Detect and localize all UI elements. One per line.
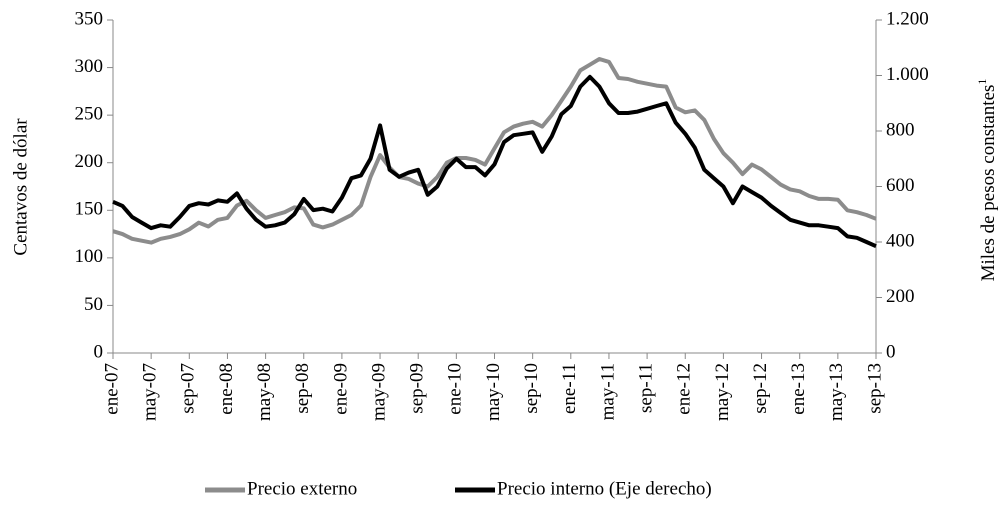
- y2-tick-label: 1.200: [886, 8, 929, 29]
- x-tick-label: sep-13: [864, 363, 885, 414]
- x-tick-label: ene-08: [216, 363, 237, 415]
- x-tick-label: may-11: [597, 363, 618, 420]
- x-tick-label: may-07: [140, 363, 161, 421]
- x-tick-label: may-08: [254, 363, 275, 421]
- y2-label-text: Miles de pesos constantes: [978, 85, 999, 282]
- x-tick-label: sep-07: [178, 363, 199, 414]
- x-tick-label: sep-08: [292, 363, 313, 414]
- y-axis-label: Centavos de dólar: [10, 118, 31, 256]
- x-tick-label: ene-12: [674, 363, 695, 415]
- x-tick-label: sep-09: [407, 363, 428, 414]
- y-tick-label: 250: [75, 104, 104, 125]
- y-tick-label: 300: [75, 56, 104, 77]
- x-tick-label: ene-07: [101, 363, 122, 415]
- x-tick-label: ene-09: [330, 363, 351, 415]
- y2-tick-label: 600: [886, 175, 915, 196]
- x-tick-label: ene-11: [559, 363, 580, 414]
- y2-tick-label: 1.000: [886, 64, 929, 85]
- x-tick-label: may-12: [712, 363, 733, 421]
- y-tick-label: 200: [75, 151, 104, 172]
- y2-tick-label: 200: [886, 286, 915, 307]
- x-tick-label: may-09: [368, 363, 389, 421]
- y2-axis-label: Miles de pesos constantes1: [975, 79, 1000, 282]
- y2-tick-label: 800: [886, 119, 915, 140]
- x-tick-label: may-13: [826, 363, 847, 421]
- legend-label: Precio interno (Eje derecho): [497, 478, 712, 499]
- x-tick-label: sep-10: [521, 363, 542, 414]
- series-line: [112, 57, 877, 245]
- x-tick-label: sep-12: [750, 363, 771, 414]
- y-tick-label: 150: [75, 199, 104, 220]
- y2-tick-label: 400: [886, 230, 915, 251]
- x-tick-label: may-10: [483, 363, 504, 421]
- y-tick-label: 100: [75, 246, 104, 267]
- x-tick-label: ene-10: [445, 363, 466, 415]
- x-tick-label: sep-11: [635, 363, 656, 413]
- series-line: [112, 74, 877, 249]
- legend-label: Precio externo: [247, 478, 357, 499]
- y-tick-label: 50: [84, 294, 103, 315]
- y-tick-label: 350: [75, 8, 104, 29]
- y-tick-label: 0: [94, 341, 104, 362]
- y2-label-note: 1: [975, 79, 989, 85]
- y2-tick-label: 0: [886, 341, 896, 362]
- x-tick-label: ene-13: [788, 363, 809, 415]
